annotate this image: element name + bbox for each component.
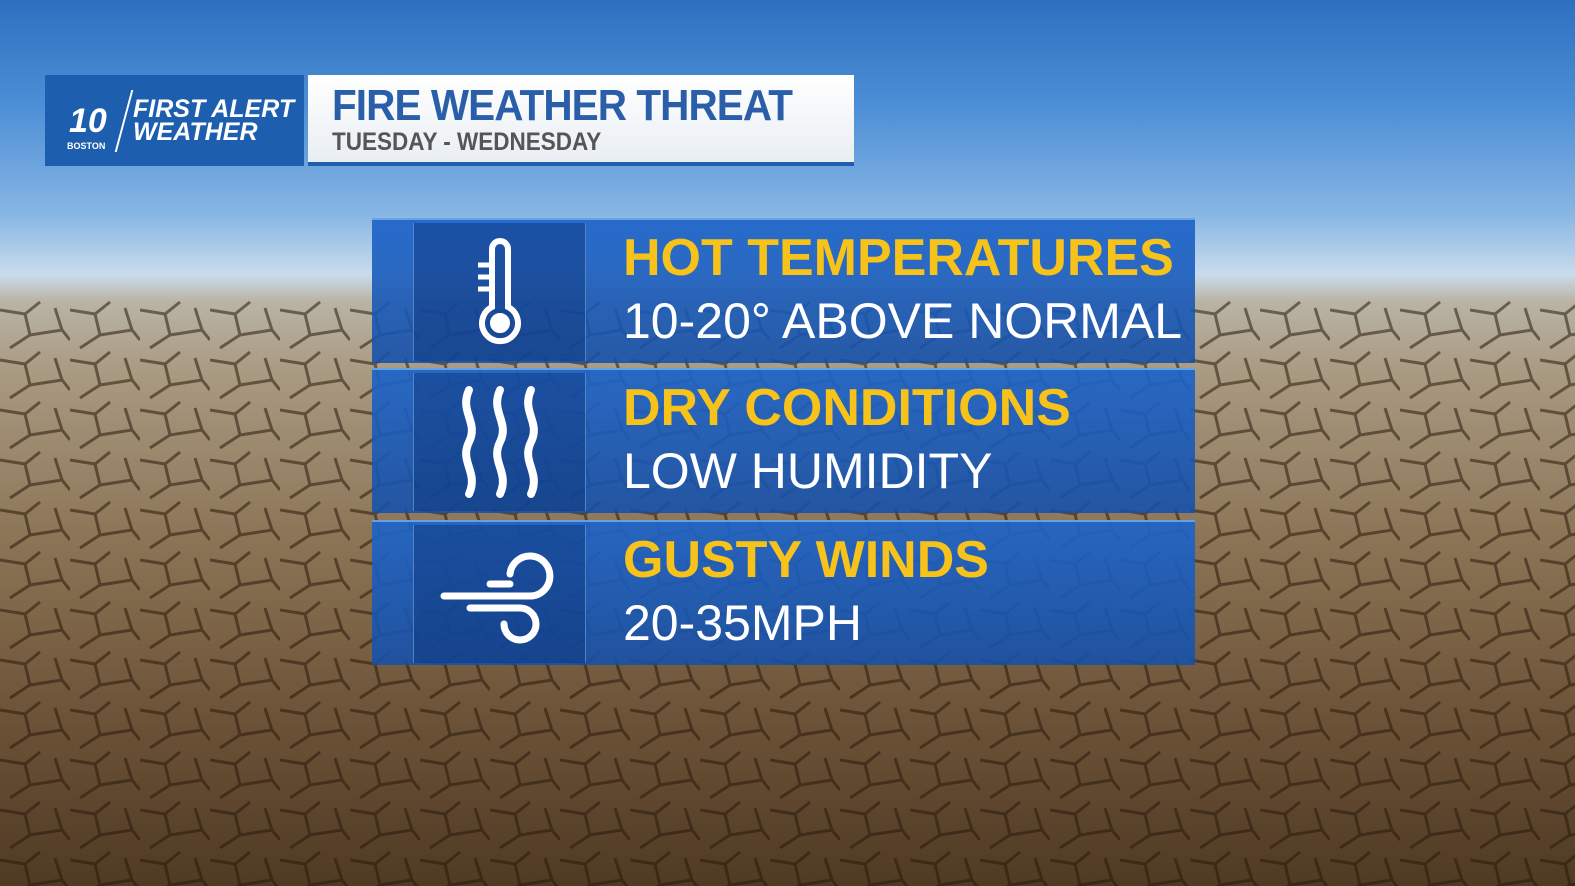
- station-number: 10: [69, 101, 107, 140]
- threat-detail: 10-20° ABOVE NORMAL: [623, 293, 1183, 349]
- station-city: BOSTON: [67, 140, 106, 151]
- station-logo: 10 BOSTON FIRST ALERT WEATHER: [45, 75, 304, 166]
- humidity-waves-icon: [461, 386, 538, 498]
- logo-divider: [114, 89, 134, 152]
- threat-heading: GUSTY WINDS: [623, 531, 989, 589]
- brand-line-2: WEATHER: [133, 117, 258, 146]
- threat-heading: DRY CONDITIONS: [623, 379, 1071, 437]
- threat-row-temperature: HOT TEMPERATURES 10-20° ABOVE NORMAL: [372, 218, 1195, 363]
- title-banner: FIRE WEATHER THREAT TUESDAY - WEDNESDAY: [308, 75, 854, 166]
- threat-heading: HOT TEMPERATURES: [623, 229, 1174, 287]
- threat-detail: LOW HUMIDITY: [623, 443, 993, 499]
- brand-line-1: FIRST ALERT: [133, 94, 295, 123]
- page-title: FIRE WEATHER THREAT: [332, 81, 793, 130]
- threat-row-dry: DRY CONDITIONS LOW HUMIDITY: [372, 368, 1195, 513]
- thermometer-icon: [477, 238, 521, 345]
- threat-detail: 20-35MPH: [623, 595, 862, 651]
- threat-row-wind: GUSTY WINDS 20-35MPH: [372, 520, 1195, 665]
- wind-icon: [440, 552, 553, 644]
- page-subtitle: TUESDAY - WEDNESDAY: [332, 128, 602, 156]
